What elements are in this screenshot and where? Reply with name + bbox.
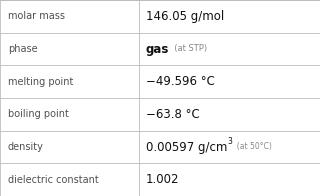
Text: (at 50°C): (at 50°C) bbox=[232, 142, 272, 152]
Text: 1.002: 1.002 bbox=[146, 173, 179, 186]
Text: phase: phase bbox=[8, 44, 38, 54]
Text: molar mass: molar mass bbox=[8, 11, 65, 21]
Text: density: density bbox=[8, 142, 44, 152]
Text: −49.596 °C: −49.596 °C bbox=[146, 75, 214, 88]
Text: 0.00597 g/cm: 0.00597 g/cm bbox=[146, 141, 227, 153]
Text: boiling point: boiling point bbox=[8, 109, 69, 119]
Text: (at STP): (at STP) bbox=[169, 44, 207, 54]
Text: dielectric constant: dielectric constant bbox=[8, 175, 99, 185]
Text: 146.05 g/mol: 146.05 g/mol bbox=[146, 10, 224, 23]
Text: 3: 3 bbox=[227, 137, 232, 146]
Text: melting point: melting point bbox=[8, 77, 73, 87]
Text: −63.8 °C: −63.8 °C bbox=[146, 108, 199, 121]
Text: gas: gas bbox=[146, 43, 169, 55]
